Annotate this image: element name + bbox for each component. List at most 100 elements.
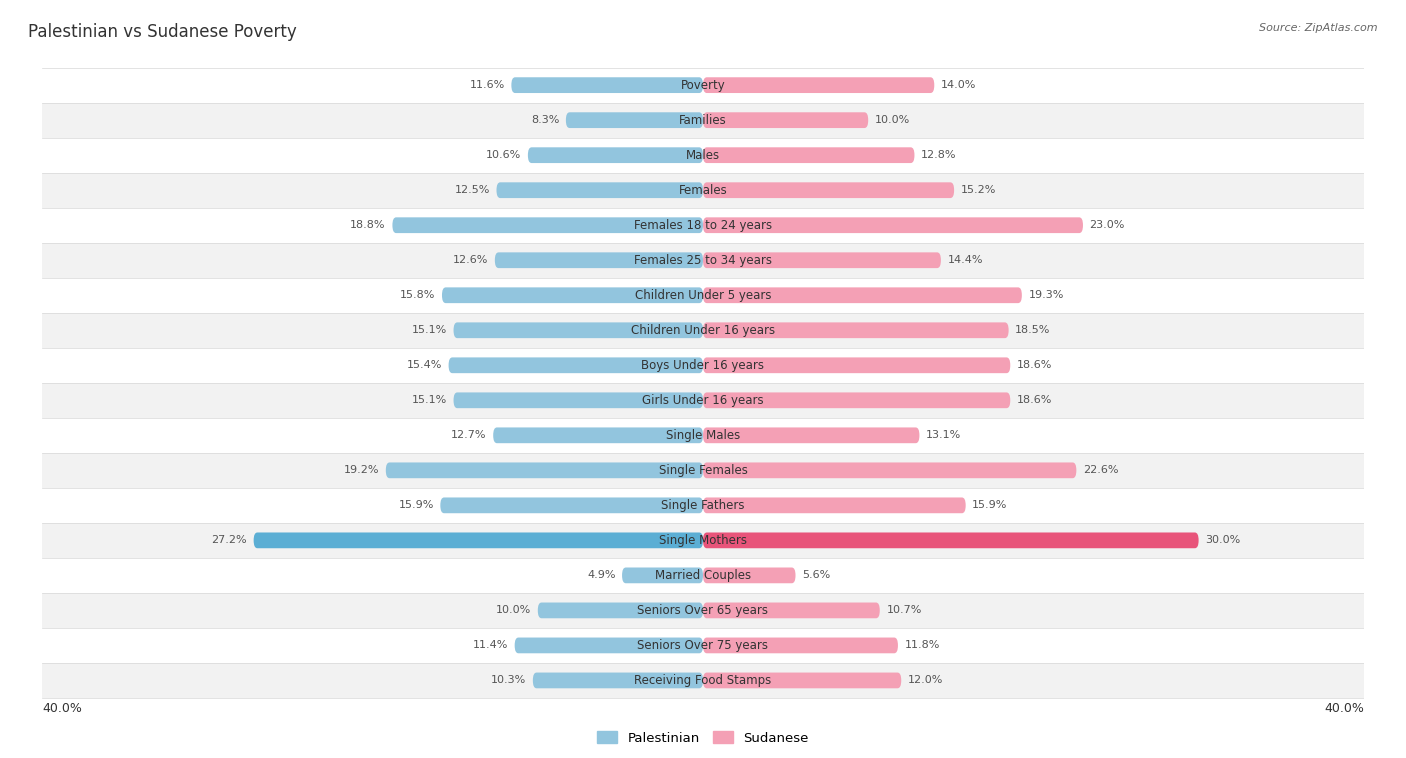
- Text: 27.2%: 27.2%: [211, 535, 247, 545]
- Bar: [42, 593, 1364, 628]
- FancyBboxPatch shape: [703, 428, 920, 443]
- Bar: [42, 243, 1364, 277]
- Text: 10.3%: 10.3%: [491, 675, 526, 685]
- FancyBboxPatch shape: [253, 532, 703, 548]
- FancyBboxPatch shape: [441, 287, 703, 303]
- Text: Seniors Over 75 years: Seniors Over 75 years: [637, 639, 769, 652]
- FancyBboxPatch shape: [440, 497, 703, 513]
- FancyBboxPatch shape: [703, 252, 941, 268]
- Text: Single Females: Single Females: [658, 464, 748, 477]
- FancyBboxPatch shape: [703, 393, 1011, 408]
- Text: Girls Under 16 years: Girls Under 16 years: [643, 394, 763, 407]
- Bar: [42, 523, 1364, 558]
- FancyBboxPatch shape: [703, 77, 934, 93]
- Text: 12.5%: 12.5%: [454, 185, 489, 196]
- FancyBboxPatch shape: [449, 358, 703, 373]
- Text: Source: ZipAtlas.com: Source: ZipAtlas.com: [1260, 23, 1378, 33]
- Text: 14.4%: 14.4%: [948, 255, 983, 265]
- FancyBboxPatch shape: [537, 603, 703, 619]
- FancyBboxPatch shape: [703, 462, 1077, 478]
- Text: 11.8%: 11.8%: [904, 641, 941, 650]
- FancyBboxPatch shape: [703, 287, 1022, 303]
- FancyBboxPatch shape: [703, 147, 914, 163]
- Text: 19.3%: 19.3%: [1028, 290, 1064, 300]
- Text: Males: Males: [686, 149, 720, 161]
- Bar: [42, 67, 1364, 102]
- Bar: [42, 663, 1364, 698]
- Bar: [42, 208, 1364, 243]
- FancyBboxPatch shape: [494, 428, 703, 443]
- Text: 40.0%: 40.0%: [1324, 702, 1364, 715]
- FancyBboxPatch shape: [527, 147, 703, 163]
- Text: Poverty: Poverty: [681, 79, 725, 92]
- Bar: [42, 313, 1364, 348]
- Text: 15.2%: 15.2%: [960, 185, 995, 196]
- Text: 12.0%: 12.0%: [908, 675, 943, 685]
- FancyBboxPatch shape: [703, 637, 898, 653]
- Text: 10.6%: 10.6%: [486, 150, 522, 160]
- Bar: [42, 173, 1364, 208]
- Text: Receiving Food Stamps: Receiving Food Stamps: [634, 674, 772, 687]
- Text: 10.7%: 10.7%: [886, 606, 922, 615]
- Bar: [42, 488, 1364, 523]
- FancyBboxPatch shape: [392, 218, 703, 233]
- Text: 15.9%: 15.9%: [973, 500, 1008, 510]
- FancyBboxPatch shape: [703, 112, 868, 128]
- Text: 10.0%: 10.0%: [496, 606, 531, 615]
- FancyBboxPatch shape: [496, 183, 703, 198]
- FancyBboxPatch shape: [565, 112, 703, 128]
- Text: Females 25 to 34 years: Females 25 to 34 years: [634, 254, 772, 267]
- Text: Single Fathers: Single Fathers: [661, 499, 745, 512]
- Text: 40.0%: 40.0%: [42, 702, 82, 715]
- Text: Palestinian vs Sudanese Poverty: Palestinian vs Sudanese Poverty: [28, 23, 297, 41]
- Text: 11.6%: 11.6%: [470, 80, 505, 90]
- Text: 15.8%: 15.8%: [399, 290, 436, 300]
- FancyBboxPatch shape: [703, 532, 1198, 548]
- Text: 12.7%: 12.7%: [451, 431, 486, 440]
- Bar: [42, 383, 1364, 418]
- FancyBboxPatch shape: [495, 252, 703, 268]
- Legend: Palestinian, Sudanese: Palestinian, Sudanese: [592, 726, 814, 750]
- Bar: [42, 558, 1364, 593]
- Text: Females 18 to 24 years: Females 18 to 24 years: [634, 219, 772, 232]
- Text: 12.6%: 12.6%: [453, 255, 488, 265]
- FancyBboxPatch shape: [454, 322, 703, 338]
- Text: 22.6%: 22.6%: [1083, 465, 1118, 475]
- Text: 19.2%: 19.2%: [343, 465, 380, 475]
- Text: 30.0%: 30.0%: [1205, 535, 1240, 545]
- Text: Married Couples: Married Couples: [655, 569, 751, 582]
- Text: 13.1%: 13.1%: [927, 431, 962, 440]
- FancyBboxPatch shape: [533, 672, 703, 688]
- FancyBboxPatch shape: [703, 568, 796, 583]
- Text: Single Mothers: Single Mothers: [659, 534, 747, 547]
- Text: Families: Families: [679, 114, 727, 127]
- FancyBboxPatch shape: [385, 462, 703, 478]
- Text: Single Males: Single Males: [666, 429, 740, 442]
- Text: 4.9%: 4.9%: [586, 570, 616, 581]
- Bar: [42, 277, 1364, 313]
- Bar: [42, 102, 1364, 138]
- Text: 10.0%: 10.0%: [875, 115, 910, 125]
- FancyBboxPatch shape: [512, 77, 703, 93]
- Text: Children Under 5 years: Children Under 5 years: [634, 289, 772, 302]
- FancyBboxPatch shape: [703, 358, 1011, 373]
- Text: 14.0%: 14.0%: [941, 80, 976, 90]
- Bar: [42, 348, 1364, 383]
- Text: 18.6%: 18.6%: [1017, 396, 1052, 406]
- Bar: [42, 418, 1364, 453]
- Text: Boys Under 16 years: Boys Under 16 years: [641, 359, 765, 371]
- Text: 15.4%: 15.4%: [406, 360, 441, 370]
- Text: 5.6%: 5.6%: [801, 570, 831, 581]
- FancyBboxPatch shape: [703, 183, 955, 198]
- Text: 23.0%: 23.0%: [1090, 221, 1125, 230]
- Text: 18.5%: 18.5%: [1015, 325, 1050, 335]
- Text: Children Under 16 years: Children Under 16 years: [631, 324, 775, 337]
- Text: 8.3%: 8.3%: [531, 115, 560, 125]
- Bar: [42, 628, 1364, 663]
- Text: Females: Females: [679, 183, 727, 196]
- Text: Seniors Over 65 years: Seniors Over 65 years: [637, 604, 769, 617]
- FancyBboxPatch shape: [454, 393, 703, 408]
- Bar: [42, 453, 1364, 488]
- Text: 18.6%: 18.6%: [1017, 360, 1052, 370]
- FancyBboxPatch shape: [703, 603, 880, 619]
